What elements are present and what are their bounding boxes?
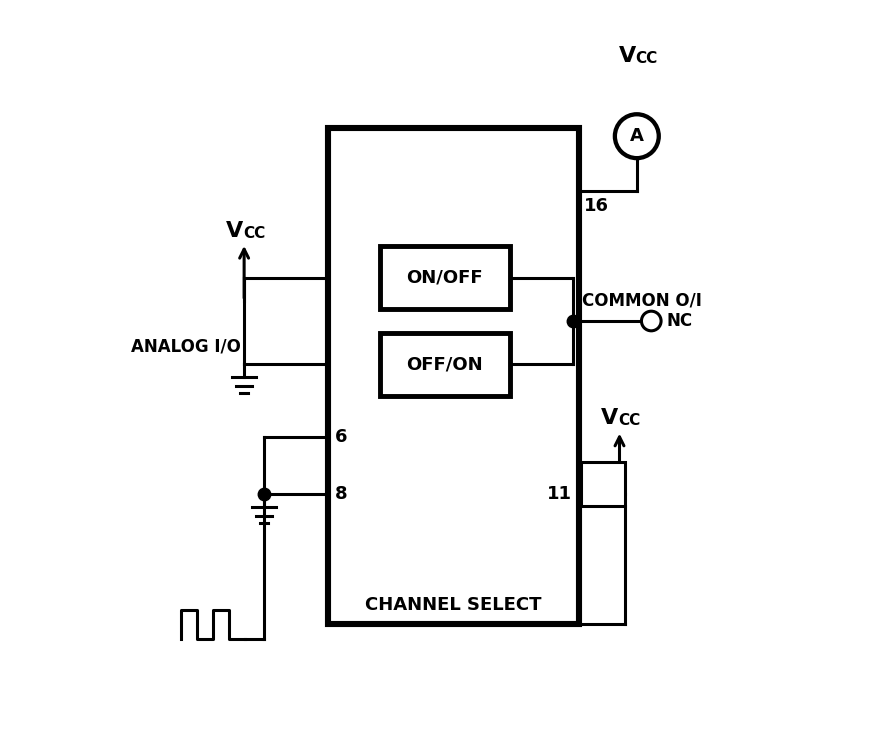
Circle shape <box>641 311 662 331</box>
Text: OFF/ON: OFF/ON <box>407 356 483 374</box>
Text: V: V <box>226 220 243 241</box>
Bar <box>581 463 625 506</box>
Text: CC: CC <box>618 413 640 428</box>
Text: 11: 11 <box>547 485 572 503</box>
Text: ON/OFF: ON/OFF <box>407 268 483 286</box>
Text: 8: 8 <box>335 485 348 503</box>
Text: V: V <box>602 409 618 428</box>
Text: ANALOG I/O: ANALOG I/O <box>131 338 242 356</box>
Circle shape <box>615 114 659 158</box>
Text: A: A <box>630 128 644 146</box>
Bar <box>380 332 510 396</box>
Text: NC: NC <box>667 312 693 330</box>
Text: CC: CC <box>636 51 658 66</box>
Text: 16: 16 <box>584 196 609 214</box>
Text: CC: CC <box>243 226 265 241</box>
Text: 6: 6 <box>335 427 348 445</box>
Text: CHANNEL SELECT: CHANNEL SELECT <box>365 596 542 613</box>
Bar <box>380 246 510 310</box>
Bar <box>328 128 579 624</box>
Text: V: V <box>618 46 636 66</box>
Text: COMMON O/I: COMMON O/I <box>582 292 702 310</box>
